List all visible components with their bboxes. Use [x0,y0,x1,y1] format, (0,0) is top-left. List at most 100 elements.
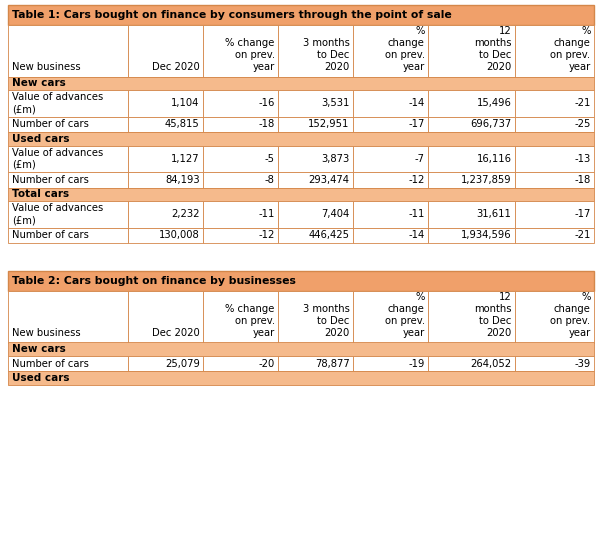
Bar [128,145,203,172]
Text: 25,079: 25,079 [165,359,200,369]
Bar [428,201,515,227]
Bar [353,201,428,227]
Bar [428,25,515,77]
Text: %
change
on prev.
year: % change on prev. year [550,26,591,72]
Text: -18: -18 [258,119,275,129]
Bar [515,145,594,172]
Text: %
change
on prev.
year: % change on prev. year [550,293,591,339]
Text: 12
months
to Dec
2020: 12 months to Dec 2020 [474,26,511,72]
Text: -11: -11 [408,209,424,219]
Bar [8,291,128,343]
Bar [515,25,594,77]
Bar [203,116,278,132]
Text: Table 2: Cars bought on finance by businesses: Table 2: Cars bought on finance by busin… [12,276,296,286]
Bar [353,90,428,116]
Bar [428,116,515,132]
Bar [128,116,203,132]
Text: Used cars: Used cars [12,373,69,383]
Text: Dec 2020: Dec 2020 [152,329,200,339]
Bar [353,116,428,132]
Bar [515,201,594,227]
Text: -12: -12 [258,230,275,240]
Text: 3,873: 3,873 [321,154,350,164]
Text: %
change
on prev.
year: % change on prev. year [385,26,424,72]
Text: 3,531: 3,531 [321,98,350,108]
Bar [515,172,594,188]
Bar [428,145,515,172]
Text: -11: -11 [258,209,275,219]
Bar [278,172,353,188]
Bar [278,201,353,227]
Bar [8,188,594,201]
Text: 12
months
to Dec
2020: 12 months to Dec 2020 [474,293,511,339]
Text: Value of advances
(£m): Value of advances (£m) [12,148,104,170]
Bar [8,77,594,90]
Text: Number of cars: Number of cars [12,175,89,185]
Text: 1,934,596: 1,934,596 [461,230,511,240]
Bar [278,25,353,77]
Bar [278,145,353,172]
Text: 264,052: 264,052 [470,359,511,369]
Text: 130,008: 130,008 [159,230,200,240]
Bar [353,25,428,77]
Text: Value of advances
(£m): Value of advances (£m) [12,203,104,225]
Bar [428,356,515,371]
Bar [203,356,278,371]
Text: -20: -20 [258,359,275,369]
Bar [278,291,353,343]
Text: -8: -8 [265,175,275,185]
Text: Table 1: Cars bought on finance by consumers through the point of sale: Table 1: Cars bought on finance by consu… [12,10,452,20]
Bar [203,90,278,116]
Text: 78,877: 78,877 [315,359,350,369]
Bar [515,356,594,371]
Bar [353,227,428,243]
Text: 15,496: 15,496 [477,98,511,108]
Text: Value of advances
(£m): Value of advances (£m) [12,92,104,114]
Text: -5: -5 [265,154,275,164]
Bar [353,145,428,172]
Bar [278,356,353,371]
Bar [8,90,128,116]
Text: 7,404: 7,404 [321,209,350,219]
Bar [353,172,428,188]
Text: -14: -14 [408,98,424,108]
Bar [515,227,594,243]
Bar [278,227,353,243]
Text: 45,815: 45,815 [165,119,200,129]
Text: -19: -19 [408,359,424,369]
Text: New cars: New cars [12,344,66,354]
Text: -13: -13 [574,154,591,164]
Text: 3 months
to Dec
2020: 3 months to Dec 2020 [303,39,350,72]
Bar [8,271,594,291]
Bar [428,172,515,188]
Text: -21: -21 [574,98,591,108]
Text: 3 months
to Dec
2020: 3 months to Dec 2020 [303,304,350,339]
Text: -16: -16 [258,98,275,108]
Text: 2,232: 2,232 [171,209,200,219]
Bar [428,90,515,116]
Text: -17: -17 [408,119,424,129]
Text: Dec 2020: Dec 2020 [152,63,200,72]
Text: -39: -39 [574,359,591,369]
Bar [8,227,128,243]
Bar [128,90,203,116]
Text: -12: -12 [408,175,424,185]
Bar [128,356,203,371]
Bar [8,343,594,356]
Text: 16,116: 16,116 [476,154,511,164]
Text: Number of cars: Number of cars [12,230,89,240]
Text: 31,611: 31,611 [477,209,511,219]
Bar [203,291,278,343]
Text: Number of cars: Number of cars [12,359,89,369]
Bar [8,116,128,132]
Text: -14: -14 [408,230,424,240]
Text: % change
on prev.
year: % change on prev. year [225,304,275,339]
Text: % change
on prev.
year: % change on prev. year [225,39,275,72]
Bar [203,145,278,172]
Text: 1,127: 1,127 [171,154,200,164]
Text: Used cars: Used cars [12,134,69,144]
Bar [128,201,203,227]
Text: -18: -18 [574,175,591,185]
Bar [353,356,428,371]
Bar [8,145,128,172]
